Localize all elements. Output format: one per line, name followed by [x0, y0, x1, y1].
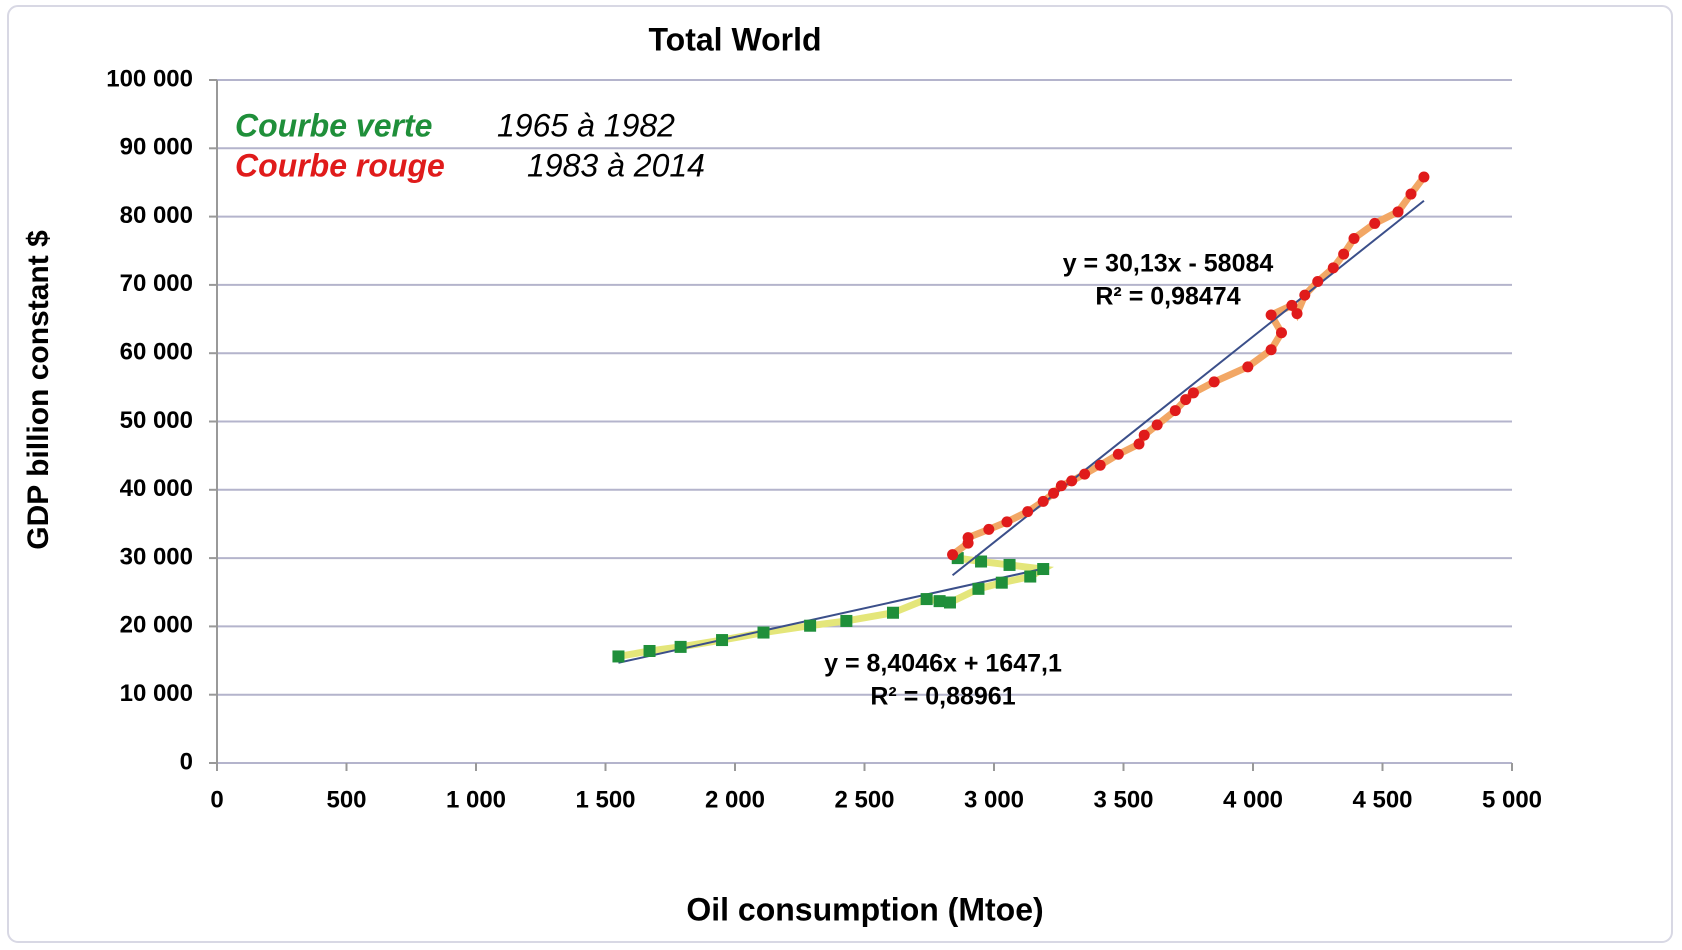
y-tick-label: 10 000 [120, 680, 193, 707]
point [1138, 429, 1150, 441]
point [1312, 275, 1324, 287]
point [1055, 480, 1067, 492]
point [1048, 487, 1060, 499]
x-axis-label: Oil consumption (Mtoe) [686, 891, 1043, 927]
trendline-equation: y = 30,13x - 58084 [1063, 250, 1274, 278]
point [1001, 516, 1013, 528]
point [1242, 361, 1254, 373]
y-tick-label: 60 000 [120, 339, 193, 366]
point [1338, 248, 1350, 260]
point [804, 619, 817, 632]
x-tick-label: 0 [210, 786, 223, 813]
point [674, 640, 687, 653]
x-tick-label: 1 000 [446, 786, 506, 813]
legend-period: 1965 à 1982 [497, 107, 675, 143]
legend-name: Courbe rouge [235, 147, 445, 183]
trendline-r2: R² = 0,88961 [870, 683, 1015, 711]
point [920, 593, 933, 606]
point [1066, 475, 1078, 487]
x-tick-label: 2 000 [705, 786, 765, 813]
trendline-r2: R² = 0,98474 [1095, 283, 1240, 311]
point [757, 626, 770, 639]
point [1348, 232, 1360, 244]
legend-period: 1983 à 2014 [527, 147, 705, 183]
x-tick-label: 4 500 [1352, 786, 1412, 813]
point [1079, 468, 1091, 480]
point [1418, 171, 1430, 183]
point [1037, 563, 1050, 576]
point [1392, 206, 1404, 218]
point [1024, 570, 1037, 583]
x-tick-label: 4 000 [1223, 786, 1283, 813]
point [1299, 289, 1311, 301]
point [1208, 376, 1220, 388]
y-tick-label: 80 000 [120, 202, 193, 229]
point [1327, 262, 1339, 274]
point [1003, 558, 1016, 571]
point [1275, 327, 1287, 339]
y-tick-label: 30 000 [120, 543, 193, 570]
y-tick-label: 50 000 [120, 407, 193, 434]
point [1265, 344, 1277, 356]
point [1369, 217, 1381, 229]
y-tick-label: 70 000 [120, 270, 193, 297]
x-tick-label: 2 500 [834, 786, 894, 813]
point [612, 650, 625, 663]
point [716, 634, 729, 647]
point [1022, 506, 1034, 518]
point [975, 555, 988, 568]
y-tick-label: 20 000 [120, 612, 193, 639]
point [1169, 405, 1181, 417]
point [886, 606, 899, 619]
point [1180, 394, 1192, 406]
point [1133, 438, 1145, 450]
point [643, 644, 656, 657]
point [995, 576, 1008, 589]
point [1286, 299, 1298, 311]
chart-title: Total World [648, 21, 821, 57]
point [1094, 459, 1106, 471]
point [962, 532, 974, 544]
y-tick-label: 90 000 [120, 134, 193, 161]
point [933, 595, 946, 608]
legend-name: Courbe verte [235, 107, 432, 143]
point [1112, 448, 1124, 460]
y-axis-label: GDP billion constant $ [22, 230, 55, 550]
point [1187, 387, 1199, 399]
x-tick-label: 3 500 [1093, 786, 1153, 813]
point [1151, 419, 1163, 431]
x-tick-label: 3 000 [964, 786, 1024, 813]
point [1405, 188, 1417, 200]
point [972, 582, 985, 595]
chart-frame [7, 5, 1673, 943]
y-tick-label: 0 [180, 748, 193, 775]
point [1291, 308, 1303, 320]
x-tick-label: 1 500 [575, 786, 635, 813]
y-tick-label: 100 000 [106, 65, 193, 92]
point [1037, 495, 1049, 507]
point [943, 596, 956, 609]
point [947, 549, 959, 561]
point [983, 523, 995, 535]
point [1265, 309, 1277, 321]
trendline [618, 567, 1044, 664]
point [840, 614, 853, 627]
x-tick-label: 500 [326, 786, 366, 813]
y-tick-label: 40 000 [120, 475, 193, 502]
trendline-equation: y = 8,4046x + 1647,1 [824, 650, 1062, 678]
x-tick-label: 5 000 [1482, 786, 1542, 813]
